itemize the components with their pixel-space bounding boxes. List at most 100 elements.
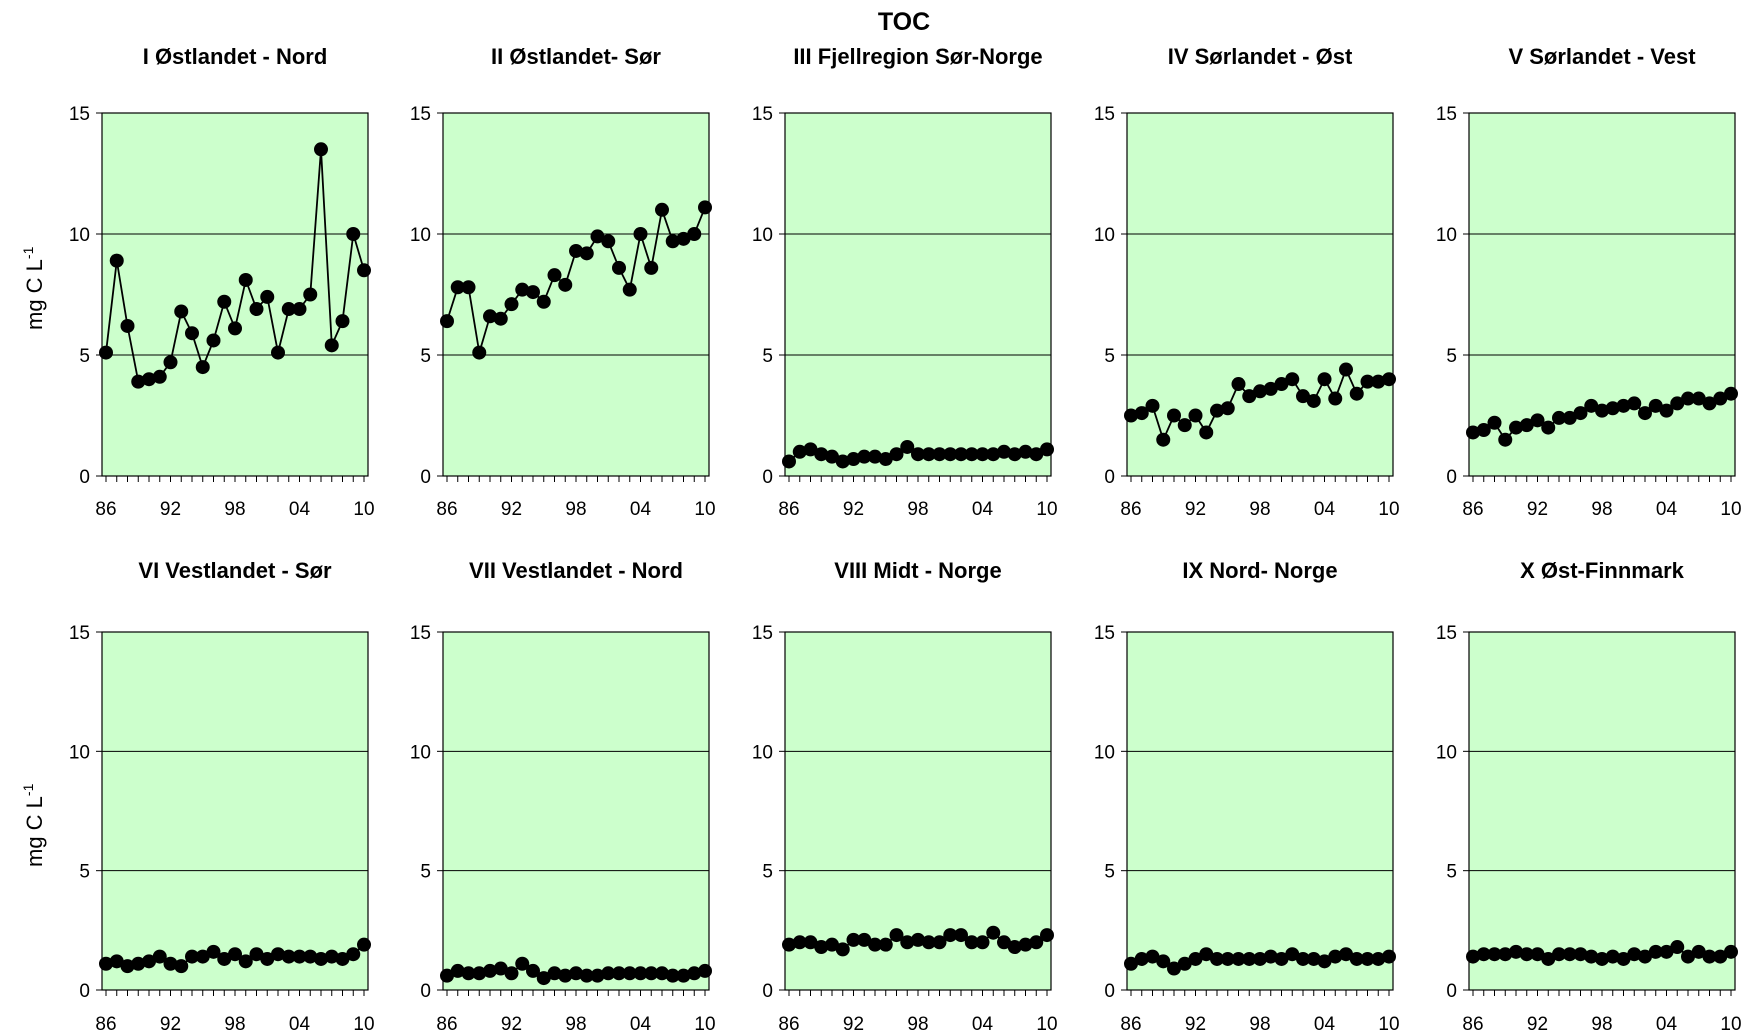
y-tick-label: 15	[410, 104, 431, 125]
data-point	[547, 966, 562, 981]
figure-title: TOC	[878, 8, 930, 36]
x-tick-label: 04	[289, 499, 311, 520]
x-tick-label: 10	[353, 499, 374, 520]
data-point	[590, 968, 605, 983]
data-point	[569, 966, 583, 981]
data-point	[1498, 432, 1513, 447]
y-tick-label: 15	[752, 623, 773, 644]
data-point	[131, 374, 146, 389]
y-tick-label: 10	[410, 742, 431, 763]
data-point	[1124, 408, 1138, 423]
y-tick-label: 15	[752, 104, 773, 125]
data-point	[1713, 949, 1728, 964]
y-tick-label: 10	[69, 742, 90, 763]
data-point	[558, 968, 573, 983]
data-point	[1382, 372, 1396, 387]
panel-2: II Østlandet- Sør 0 5 10 15 86 92 98 04 10	[410, 44, 716, 520]
data-point	[152, 369, 167, 384]
data-point	[109, 253, 124, 268]
data-point	[109, 954, 124, 969]
data-point	[1552, 410, 1566, 425]
data-point	[1177, 956, 1192, 971]
data-point	[152, 949, 167, 964]
panel-7: VII Vestlandet - Nord 0 5 10 15 86 92 98 04 10	[410, 558, 716, 1035]
data-point	[249, 302, 264, 317]
data-point	[292, 302, 307, 317]
plot-area	[1126, 112, 1394, 477]
data-point	[185, 326, 199, 341]
data-point	[792, 935, 807, 950]
x-tick-label: 98	[224, 1014, 245, 1035]
data-point	[1530, 413, 1545, 428]
data-point	[1584, 398, 1599, 413]
data-point	[1487, 415, 1502, 430]
data-point	[997, 444, 1011, 459]
y-tick-label: 5	[1446, 346, 1457, 367]
data-point	[1018, 444, 1033, 459]
data-point	[1476, 947, 1491, 962]
data-point	[1616, 398, 1631, 413]
data-point	[1306, 951, 1321, 966]
data-point	[1018, 937, 1033, 952]
data-point	[900, 439, 915, 454]
x-tick-label: 10	[1378, 1014, 1399, 1035]
data-point	[782, 937, 796, 952]
data-point	[504, 297, 519, 312]
x-tick-label: 86	[1120, 1014, 1141, 1035]
data-point	[1562, 410, 1577, 425]
data-point	[461, 966, 476, 981]
x-tick-label: 86	[1462, 1014, 1483, 1035]
data-point	[217, 294, 232, 309]
data-point	[1285, 947, 1300, 962]
plot-area	[784, 631, 1052, 991]
data-point	[483, 963, 497, 978]
data-point	[228, 947, 242, 962]
x-tick-label: 10	[694, 499, 715, 520]
data-point	[1253, 951, 1267, 966]
data-point	[986, 925, 1001, 940]
x-tick-label: 86	[95, 499, 116, 520]
data-point	[676, 968, 691, 983]
data-point	[1670, 940, 1685, 955]
data-point	[601, 966, 616, 981]
x-tick-label: 92	[160, 1014, 181, 1035]
y-axis-label-superscript: -1	[20, 246, 36, 259]
data-point	[324, 338, 339, 353]
data-point	[238, 954, 253, 969]
data-point	[857, 932, 872, 947]
data-point	[249, 947, 264, 962]
data-point	[131, 956, 146, 971]
x-tick-label: 10	[1720, 1014, 1741, 1035]
data-point	[324, 949, 339, 964]
data-point	[1360, 951, 1375, 966]
data-point	[921, 447, 936, 462]
data-point	[612, 260, 626, 275]
data-point	[1541, 951, 1556, 966]
data-point	[120, 318, 135, 333]
data-point	[1382, 949, 1396, 964]
data-point	[1156, 432, 1171, 447]
data-point	[99, 956, 113, 971]
data-point	[440, 314, 454, 329]
data-point	[1328, 391, 1343, 406]
data-point	[814, 447, 829, 462]
data-point	[493, 311, 508, 326]
y-tick-label: 15	[1094, 104, 1115, 125]
x-tick-label: 86	[778, 499, 799, 520]
data-point	[1242, 389, 1257, 404]
data-point	[1648, 398, 1663, 413]
data-point	[792, 444, 807, 459]
data-point	[346, 947, 361, 962]
data-point	[174, 304, 189, 319]
data-point	[1242, 951, 1257, 966]
data-point	[1134, 951, 1149, 966]
panel-title: II Østlandet- Sør	[491, 44, 661, 69]
data-point	[665, 234, 680, 249]
data-point	[472, 345, 487, 360]
plot-area	[101, 112, 369, 477]
data-point	[835, 942, 850, 957]
data-point	[986, 447, 1001, 462]
data-point	[1306, 393, 1321, 408]
y-tick-label: 0	[1446, 981, 1457, 1002]
plot-area	[442, 631, 710, 991]
